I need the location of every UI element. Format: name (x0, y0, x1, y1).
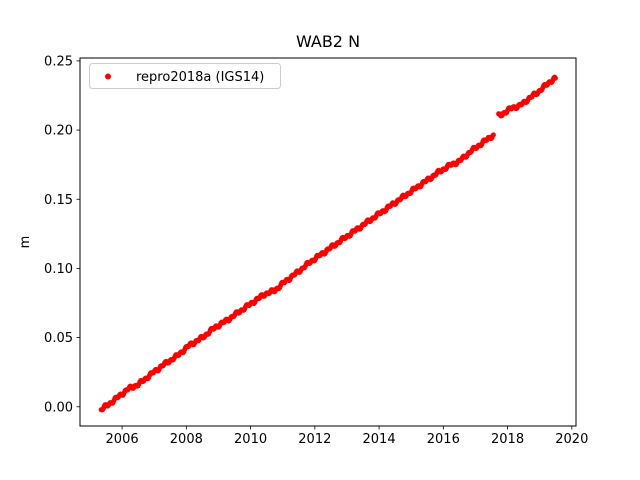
data-point (490, 132, 496, 138)
x-tick-label: 2014 (363, 432, 396, 447)
data-point (552, 75, 558, 81)
scatter-series-repro2018a (98, 74, 558, 413)
x-tick-label: 2020 (555, 432, 588, 447)
y-tick-label: 0.05 (44, 331, 73, 346)
x-tick-label: 2016 (427, 432, 460, 447)
legend: repro2018a (IGS14) (89, 63, 281, 89)
y-axis: 0.00 0.05 0.10 0.15 0.20 0.25 (44, 54, 80, 415)
legend-marker-dot-icon (105, 73, 111, 80)
x-axis: 2006 2008 2010 2012 2014 2016 2018 2020 (106, 426, 588, 447)
y-tick-label: 0.20 (44, 124, 73, 139)
chart-title: WAB2 N (296, 32, 360, 51)
x-tick-label: 2008 (170, 432, 203, 447)
x-tick-label: 2018 (491, 432, 524, 447)
x-tick-label: 2012 (298, 432, 331, 447)
legend-frame (89, 63, 281, 89)
y-tick-label: 0.10 (44, 262, 73, 277)
x-tick-label: 2010 (234, 432, 267, 447)
legend-entry-label: repro2018a (IGS14) (136, 70, 264, 85)
y-axis-label: m (18, 236, 33, 249)
x-tick-label: 2006 (106, 432, 139, 447)
y-tick-label: 0.00 (44, 400, 73, 415)
y-tick-label: 0.15 (44, 193, 73, 208)
axes-frame (79, 57, 577, 427)
y-tick-label: 0.25 (44, 54, 73, 69)
